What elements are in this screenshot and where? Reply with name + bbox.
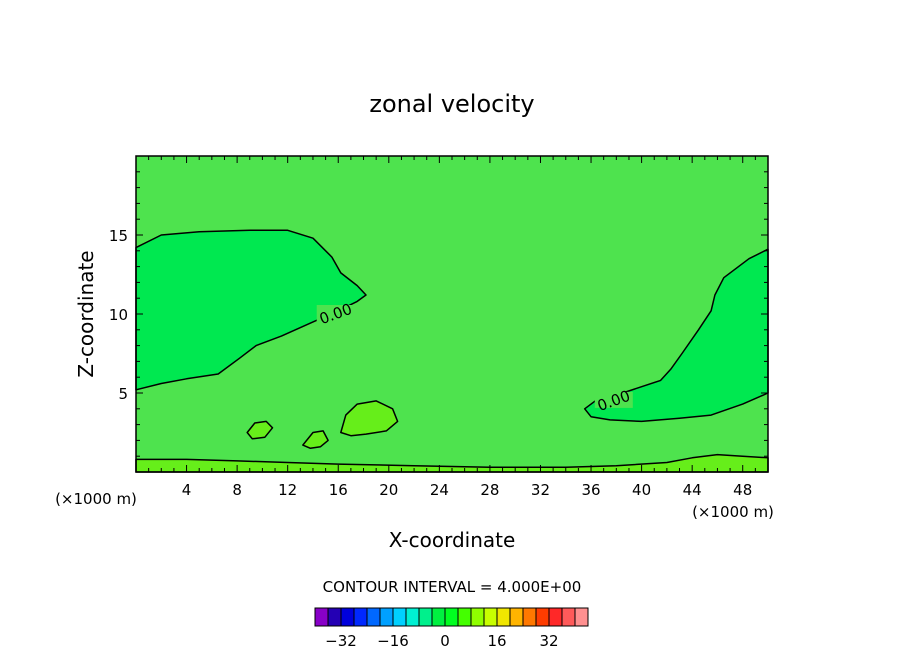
colorbar-swatch [340,607,355,627]
colorbar-tick-label: −32 [325,632,357,650]
positive-blob-2 [246,420,274,440]
colorbar-swatch [392,607,407,627]
y-tick-label: 5 [118,385,128,403]
colorbar: −32 −16 0 16 32 [314,607,589,650]
x-tick-label: 32 [531,481,550,499]
x-axis-label: X-coordinate [389,528,516,552]
colorbar-swatch [548,607,563,627]
colorbar-swatch [535,607,550,627]
colorbar-swatch [470,607,485,627]
x-tick-label: 24 [430,481,449,499]
x-tick-label: 12 [278,481,297,499]
positive-blob-3 [302,430,329,450]
y-tick-label: 15 [109,227,128,245]
x-tick-label: 36 [581,481,600,499]
colorbar-swatch [418,607,433,627]
colorbar-swatch [444,607,459,627]
x-tick-label: 44 [683,481,702,499]
colorbar-tick-label: 0 [440,632,450,650]
colorbar-tick-label: 16 [487,632,506,650]
x-tick-label: 16 [329,481,348,499]
colorbar-swatch [457,607,472,627]
contour-interval-label: CONTOUR INTERVAL = 4.000E+00 [323,578,582,596]
colorbar-swatch [574,607,589,627]
y-tick-label: 10 [109,306,128,324]
colorbar-swatch [366,607,381,627]
x-tick-label: 28 [480,481,499,499]
colorbar-swatch [561,607,576,627]
colorbar-swatch [522,607,537,627]
x-tick-label: 8 [232,481,242,499]
contour-label-bg-1 [594,391,633,408]
colorbar-swatch [314,607,329,627]
positive-blob-1 [340,400,399,437]
y-axis-label: Z-coordinate [74,250,98,377]
colorbar-swatch [405,607,420,627]
x-tick-label: 20 [379,481,398,499]
colorbar-swatch [379,607,394,627]
x-tick-label: 40 [632,481,651,499]
colorbar-swatch [431,607,446,627]
chart-title: zonal velocity [369,90,534,118]
colorbar-tick-label: 32 [539,632,558,650]
negative-region-left [135,229,367,391]
colorbar-swatch [327,607,342,627]
contour-label-bg-0 [316,305,355,321]
colorbar-swatch [353,607,368,627]
x-tick-label: 4 [182,481,192,499]
colorbar-swatch [509,607,524,627]
x-tick-label: 48 [733,481,752,499]
x-unit-left: (×1000 m) [55,490,137,508]
colorbar-swatch [496,607,511,627]
colorbar-swatch [483,607,498,627]
x-unit-right: (×1000 m) [692,503,774,521]
colorbar-tick-label: −16 [377,632,409,650]
